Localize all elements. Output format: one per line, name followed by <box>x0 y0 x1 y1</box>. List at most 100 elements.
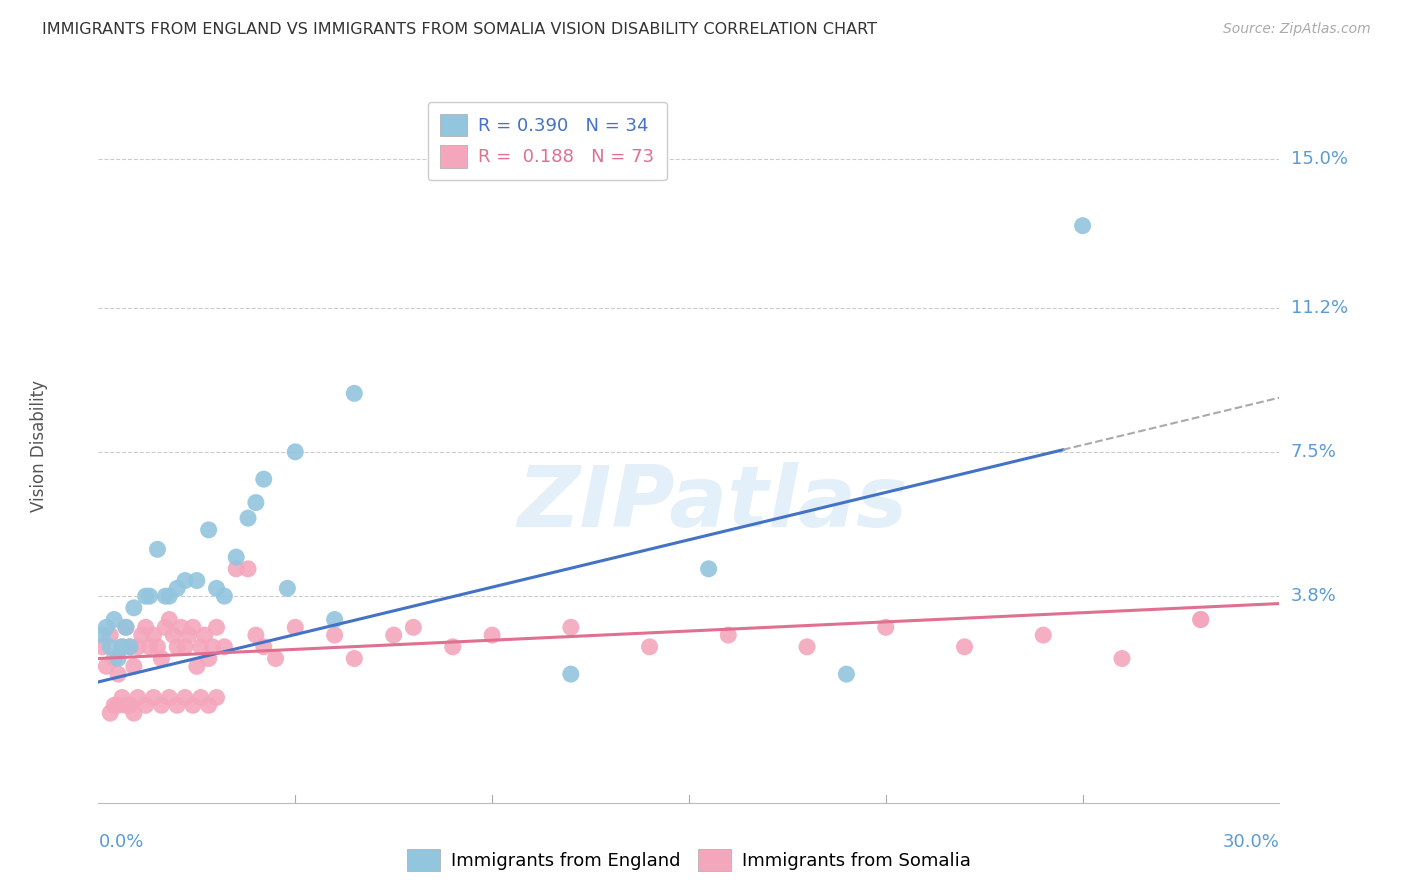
Point <box>236 511 259 525</box>
Point <box>174 574 197 588</box>
Point <box>122 659 145 673</box>
Point <box>135 698 157 713</box>
Point <box>131 628 153 642</box>
Point <box>382 628 405 642</box>
Point <box>103 651 125 665</box>
Point <box>103 698 125 713</box>
Text: IMMIGRANTS FROM ENGLAND VS IMMIGRANTS FROM SOMALIA VISION DISABILITY CORRELATION: IMMIGRANTS FROM ENGLAND VS IMMIGRANTS FR… <box>42 22 877 37</box>
Point <box>146 640 169 654</box>
Point <box>174 690 197 705</box>
Point <box>284 445 307 459</box>
Point <box>170 620 193 634</box>
Point <box>1032 628 1054 642</box>
Point <box>1189 613 1212 627</box>
Point <box>186 659 208 673</box>
Point <box>157 690 180 705</box>
Point <box>197 698 219 713</box>
Point <box>181 698 204 713</box>
Point <box>138 589 160 603</box>
Point <box>190 640 212 654</box>
Text: 7.5%: 7.5% <box>1291 442 1337 461</box>
Point <box>245 628 267 642</box>
Point <box>875 620 897 634</box>
Point <box>1071 219 1094 233</box>
Point <box>953 640 976 654</box>
Text: Source: ZipAtlas.com: Source: ZipAtlas.com <box>1223 22 1371 37</box>
Point <box>142 690 165 705</box>
Point <box>98 706 121 720</box>
Point <box>118 640 141 654</box>
Point <box>111 640 134 654</box>
Point <box>323 613 346 627</box>
Point <box>166 640 188 654</box>
Point <box>343 386 366 401</box>
Point <box>225 550 247 565</box>
Point <box>96 620 118 634</box>
Point <box>174 640 197 654</box>
Point <box>284 620 307 634</box>
Point <box>796 640 818 654</box>
Point <box>91 628 114 642</box>
Point <box>190 690 212 705</box>
Point <box>402 620 425 634</box>
Point <box>107 651 129 665</box>
Point <box>197 651 219 665</box>
Point <box>118 698 141 713</box>
Point <box>697 562 720 576</box>
Point <box>276 582 298 596</box>
Text: 0.0%: 0.0% <box>98 833 143 851</box>
Point <box>122 706 145 720</box>
Point <box>264 651 287 665</box>
Legend: R = 0.390   N = 34, R =  0.188   N = 73: R = 0.390 N = 34, R = 0.188 N = 73 <box>427 102 666 180</box>
Point <box>155 620 177 634</box>
Point <box>118 640 141 654</box>
Point <box>115 620 138 634</box>
Text: 3.8%: 3.8% <box>1291 587 1336 605</box>
Point <box>638 640 661 654</box>
Point <box>1189 613 1212 627</box>
Point <box>1111 651 1133 665</box>
Point <box>166 582 188 596</box>
Point <box>162 628 184 642</box>
Point <box>142 628 165 642</box>
Point <box>115 620 138 634</box>
Point <box>135 620 157 634</box>
Point <box>835 667 858 681</box>
Point <box>441 640 464 654</box>
Point <box>111 640 134 654</box>
Point <box>560 667 582 681</box>
Point <box>98 628 121 642</box>
Point <box>323 628 346 642</box>
Point <box>98 640 121 654</box>
Point <box>253 640 276 654</box>
Text: Vision Disability: Vision Disability <box>31 380 48 512</box>
Point <box>177 628 200 642</box>
Point <box>157 589 180 603</box>
Point <box>194 628 217 642</box>
Point <box>150 698 173 713</box>
Point <box>107 698 129 713</box>
Point <box>138 640 160 654</box>
Point <box>214 640 236 654</box>
Text: 15.0%: 15.0% <box>1291 151 1347 169</box>
Text: 11.2%: 11.2% <box>1291 299 1348 317</box>
Point <box>111 690 134 705</box>
Point <box>150 651 173 665</box>
Point <box>245 495 267 509</box>
Point <box>197 523 219 537</box>
Point <box>214 589 236 603</box>
Point <box>205 690 228 705</box>
Point <box>560 620 582 634</box>
Point <box>127 640 149 654</box>
Point <box>181 620 204 634</box>
Point <box>166 698 188 713</box>
Point <box>717 628 740 642</box>
Point <box>115 698 138 713</box>
Point <box>155 589 177 603</box>
Point <box>343 651 366 665</box>
Legend: Immigrants from England, Immigrants from Somalia: Immigrants from England, Immigrants from… <box>401 842 977 879</box>
Point <box>96 659 118 673</box>
Point <box>225 562 247 576</box>
Point <box>122 600 145 615</box>
Text: ZIPatlas: ZIPatlas <box>517 461 908 545</box>
